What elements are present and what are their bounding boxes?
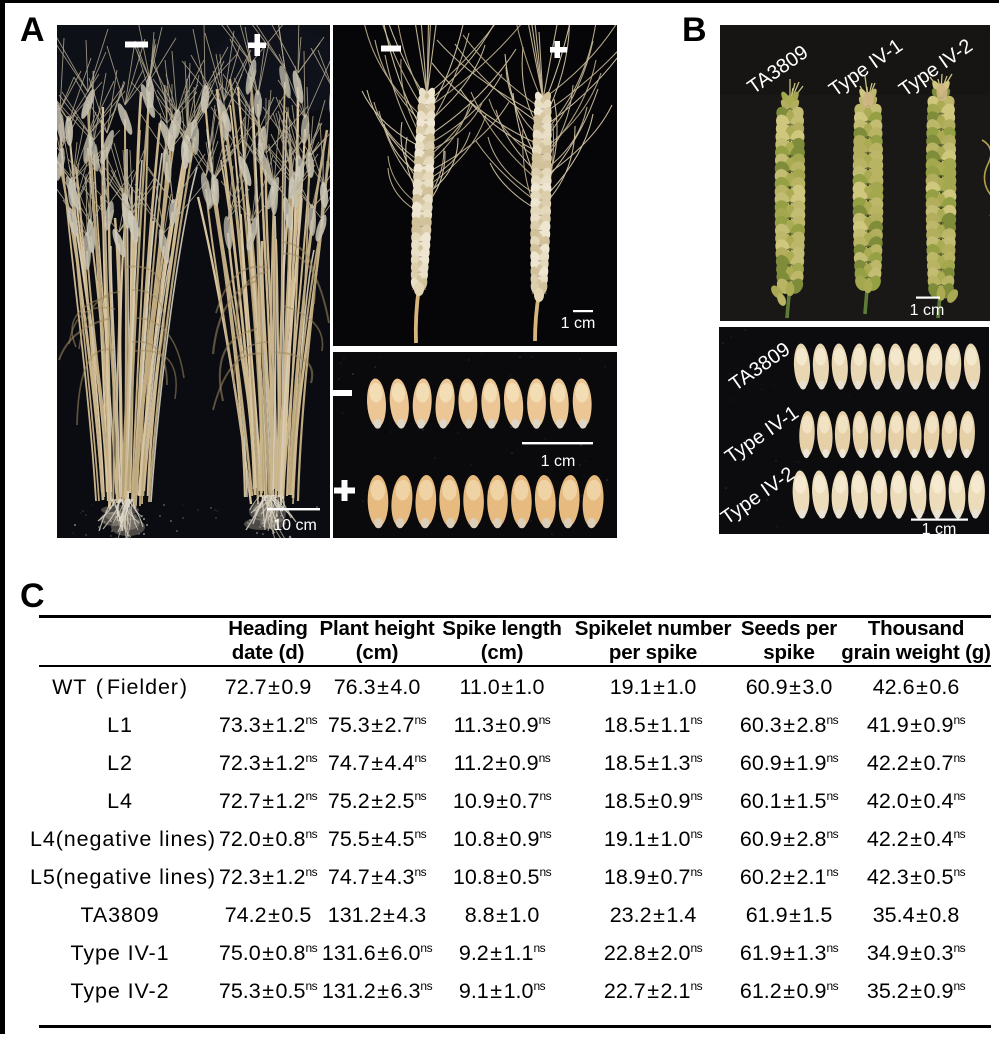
- svg-text:10 cm: 10 cm: [273, 517, 317, 534]
- svg-text:1 cm: 1 cm: [541, 453, 576, 470]
- svg-text:1 cm: 1 cm: [561, 315, 596, 332]
- svg-text:1 cm: 1 cm: [922, 521, 957, 534]
- svg-text:1 cm: 1 cm: [910, 302, 945, 319]
